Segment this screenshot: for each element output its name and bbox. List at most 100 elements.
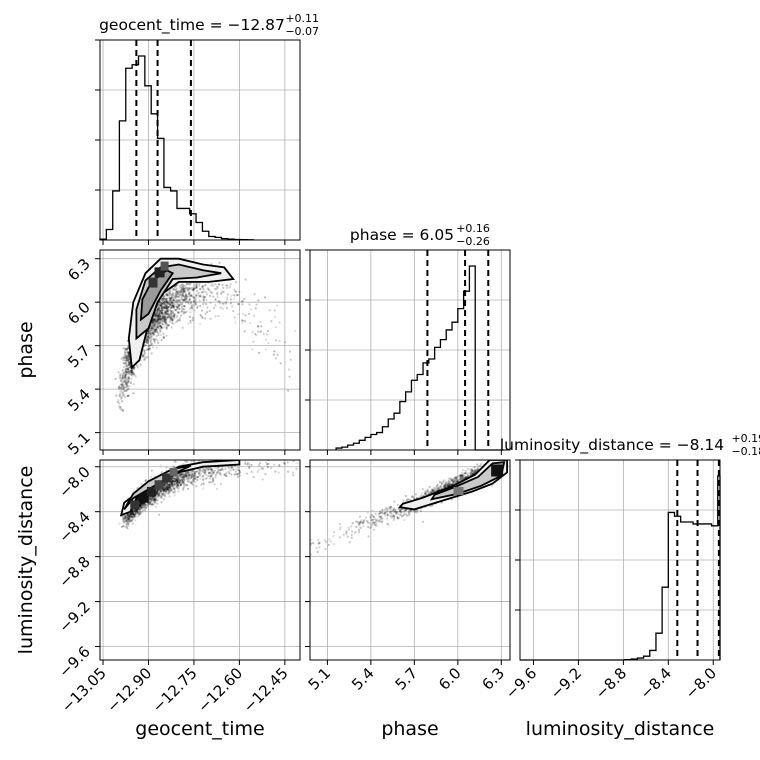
sample-point	[132, 383, 135, 386]
sample-point	[183, 290, 186, 293]
sample-point	[120, 395, 123, 398]
sample-point	[158, 302, 161, 305]
sample-point	[151, 320, 154, 324]
sample-point	[292, 474, 295, 477]
sample-point	[211, 292, 214, 295]
sample-point	[191, 318, 194, 322]
sample-point	[163, 484, 166, 488]
sample-point	[127, 519, 131, 523]
sample-point	[182, 284, 185, 287]
sample-point	[159, 324, 162, 328]
sample-point	[132, 510, 135, 513]
sample-point	[180, 310, 183, 313]
sample-point	[155, 319, 158, 323]
sample-point	[167, 315, 170, 318]
sample-point	[177, 487, 180, 490]
sample-point	[163, 309, 166, 312]
panel-frame	[99, 459, 301, 661]
sample-point	[164, 482, 167, 485]
sample-point	[169, 482, 172, 486]
sample-point	[243, 330, 246, 333]
sample-point	[176, 319, 179, 322]
sample-point	[126, 368, 129, 371]
sample-point	[251, 471, 254, 474]
sample-point	[161, 309, 164, 312]
sample-point	[126, 359, 129, 362]
sample-point	[365, 452, 367, 454]
sample-point	[185, 297, 188, 300]
sample-point	[168, 303, 171, 306]
sample-point	[127, 353, 130, 356]
sample-point	[327, 543, 330, 547]
sample-point	[211, 469, 214, 472]
sample-point	[183, 288, 186, 291]
sample-point	[217, 471, 220, 474]
sample-point	[148, 347, 151, 350]
sample-point	[198, 469, 201, 472]
sample-point	[126, 367, 129, 371]
sample-point	[291, 471, 295, 474]
sample-point	[122, 387, 125, 391]
sample-point	[188, 315, 192, 318]
sample-point	[172, 305, 176, 308]
sample-point	[169, 489, 172, 492]
sample-point	[167, 489, 171, 492]
sample-point	[172, 299, 175, 302]
sample-point	[176, 480, 179, 483]
sample-point	[159, 317, 162, 320]
sample-point	[153, 333, 156, 336]
sample-point	[163, 319, 166, 323]
sample-point	[295, 467, 298, 470]
sample-point	[151, 332, 154, 335]
sample-point	[146, 334, 149, 338]
sample-point	[118, 377, 122, 380]
sample-point	[176, 484, 179, 487]
sample-point	[157, 308, 160, 311]
sample-point	[213, 287, 216, 290]
sample-point	[233, 473, 236, 476]
title-plus: +0.11	[285, 12, 319, 25]
sample-point	[160, 497, 163, 500]
sample-point	[184, 295, 187, 298]
sample-point	[202, 474, 205, 477]
sample-point	[189, 473, 192, 476]
sample-point	[121, 392, 124, 395]
sample-point	[126, 385, 129, 388]
sample-point	[155, 320, 158, 323]
sample-point	[175, 479, 179, 482]
sample-point	[144, 506, 147, 509]
sample-point	[128, 366, 131, 369]
sample-point	[150, 326, 153, 330]
sample-point	[131, 518, 134, 521]
sample-point	[167, 312, 170, 315]
sample-point	[163, 306, 166, 309]
sample-point	[184, 460, 187, 463]
sample-point	[133, 367, 136, 370]
sample-point	[131, 374, 134, 377]
sample-point	[164, 310, 167, 314]
sample-point	[172, 298, 175, 302]
sample-point	[166, 312, 170, 315]
sample-point	[228, 472, 231, 475]
sample-point	[142, 502, 145, 505]
sample-point	[196, 305, 199, 308]
sample-point	[159, 488, 162, 491]
sample-point	[118, 405, 122, 409]
sample-point	[228, 284, 231, 287]
sample-point	[190, 482, 193, 485]
sample-point	[267, 341, 270, 345]
sample-point	[164, 312, 167, 315]
sample-point	[128, 512, 132, 515]
sample-point	[123, 389, 126, 393]
sample-point	[164, 493, 167, 496]
sample-point	[192, 288, 195, 291]
sample-point	[197, 291, 200, 294]
sample-point	[167, 305, 170, 309]
sample-point	[202, 296, 206, 299]
sample-point	[159, 489, 162, 492]
sample-point	[165, 292, 168, 296]
sample-point	[169, 304, 172, 307]
sample-point	[154, 325, 157, 328]
sample-point	[203, 301, 206, 304]
sample-point	[145, 348, 149, 352]
